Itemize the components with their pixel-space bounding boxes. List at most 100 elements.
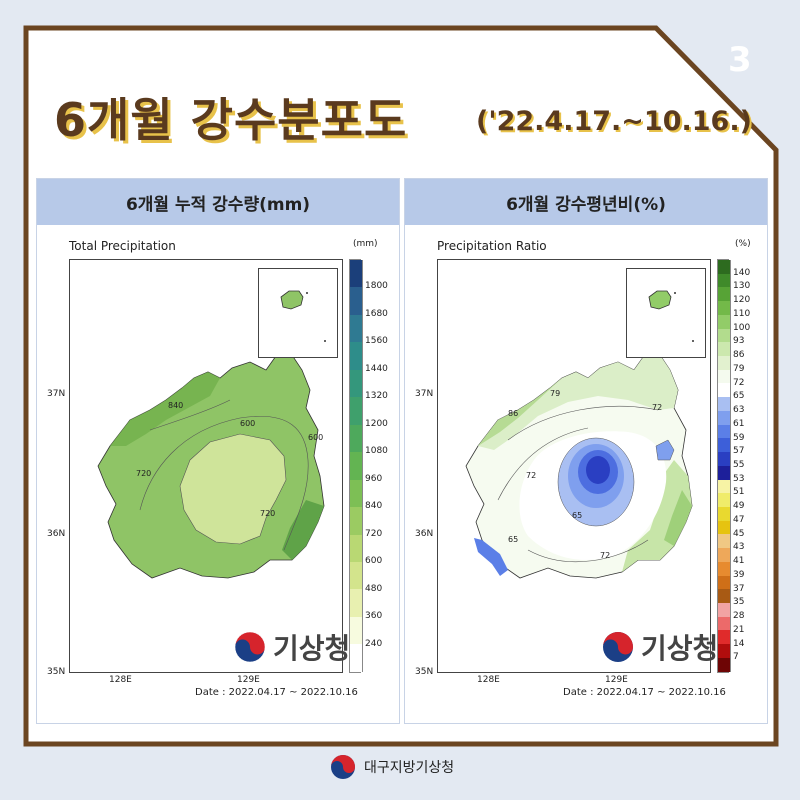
- legend-color-cell: [717, 520, 731, 535]
- contour-label: 72: [526, 471, 536, 480]
- contour-label: 720: [136, 469, 151, 478]
- legend-color-cell: [717, 397, 731, 411]
- legend-label: 720: [365, 528, 383, 539]
- legend-color-cell: [349, 424, 363, 453]
- legend-label: 480: [365, 583, 383, 594]
- legend-unit: (mm): [353, 239, 378, 249]
- legend-label: 93: [733, 336, 745, 347]
- lon-label-128e: 128E: [109, 675, 132, 685]
- legend-label: 1200: [365, 418, 388, 429]
- map-svg: 600 840 600 720 720: [97, 351, 325, 579]
- legend-label: 28: [733, 611, 745, 622]
- contour-label: 79: [550, 389, 560, 398]
- kma-emblem-icon: [234, 631, 266, 663]
- map-svg: 79 86 72 72 65 65 72: [465, 351, 693, 579]
- lat-label-36n: 36N: [47, 529, 66, 539]
- ratio-map: 79 86 72 72 65 65 72: [437, 259, 711, 673]
- legend-color-cell: [717, 383, 731, 398]
- map-title: Precipitation Ratio: [437, 239, 547, 253]
- lat-label-35n: 35N: [47, 667, 66, 677]
- legend-label: 100: [733, 322, 751, 333]
- legend-color-cell: [717, 438, 731, 453]
- page-title: 6개월 강수분포도: [54, 93, 408, 147]
- panel-total-precipitation: 6개월 누적 강수량(mm) Total Precipitation (mm) …: [36, 178, 400, 724]
- ulleungdo-inset: [626, 268, 706, 358]
- legend-label: 59: [733, 432, 745, 443]
- legend-label: 840: [365, 501, 383, 512]
- legend-label: 72: [733, 377, 745, 388]
- contour-600-area: [179, 433, 287, 545]
- footer-org-name: 대구지방기상청: [364, 760, 455, 776]
- page-number: 3: [728, 40, 752, 80]
- panel-precipitation-ratio: 6개월 강수평년비(%) Precipitation Ratio (%) 37N…: [404, 178, 768, 724]
- legend-color-cell: [349, 260, 363, 288]
- date-range: Date : 2022.04.17 ~ 2022.10.16: [195, 687, 358, 698]
- lon-label-128e: 128E: [477, 675, 500, 685]
- lat-label-36n: 36N: [415, 529, 434, 539]
- contour-label: 600: [240, 419, 255, 428]
- legend-color-cell: [349, 589, 363, 617]
- legend-label: 65: [733, 391, 745, 402]
- kma-emblem-icon: [331, 755, 355, 779]
- legend-color-cell: [349, 452, 363, 480]
- legend-label: 1440: [365, 363, 388, 374]
- legend-label: 41: [733, 556, 745, 567]
- legend-color-cell: [717, 424, 731, 439]
- legend-color-cell: [349, 342, 363, 370]
- legend-color-cell: [717, 314, 731, 329]
- legend-label: 53: [733, 473, 745, 484]
- legend-color-cell: [349, 644, 363, 672]
- contour-label: 65: [508, 535, 518, 544]
- legend-unit: (%): [735, 239, 751, 249]
- kma-logo: 기상청: [233, 627, 350, 667]
- ulleungdo-inset: [258, 268, 338, 358]
- legend-label: 360: [365, 611, 383, 622]
- legend-color-cell: [717, 548, 731, 562]
- legend-label: 110: [733, 308, 751, 319]
- legend-label: 43: [733, 542, 745, 553]
- page-subtitle: ('22.4.17.~10.16.): [476, 106, 752, 137]
- kma-logo-text: 기상청: [641, 632, 719, 665]
- map-title: Total Precipitation: [69, 239, 176, 253]
- contour-label: 600: [308, 433, 323, 442]
- lat-label-37n: 37N: [47, 389, 66, 399]
- legend-label: 39: [733, 569, 745, 580]
- legend-color-cell: [717, 561, 731, 576]
- date-range: Date : 2022.04.17 ~ 2022.10.16: [563, 687, 726, 698]
- legend-label: 37: [733, 583, 745, 594]
- legend-label: 21: [733, 624, 745, 635]
- legend-label: 35: [733, 597, 745, 608]
- legend-color-cell: [717, 342, 731, 357]
- legend-label: 120: [733, 295, 751, 306]
- legend-color-cell: [349, 479, 363, 508]
- legend-color-cell: [717, 260, 731, 274]
- contour-label: 65: [572, 511, 582, 520]
- legend-color-cell: [717, 602, 731, 617]
- kma-logo-text: 기상청: [273, 632, 351, 665]
- legend-label: 47: [733, 514, 745, 525]
- legend-color-cell: [717, 356, 731, 370]
- legend-label: 49: [733, 501, 745, 512]
- legend-color-cell: [349, 369, 363, 398]
- legend-color-cell: [717, 616, 731, 631]
- legend-label: 57: [733, 446, 745, 457]
- legend-color-cell: [717, 410, 731, 425]
- legend-label: 140: [733, 267, 751, 278]
- legend-label: 45: [733, 528, 745, 539]
- legend-color-cell: [349, 616, 363, 645]
- legend-color-cell: [717, 479, 731, 494]
- lat-label-37n: 37N: [415, 389, 434, 399]
- legend-label: 86: [733, 350, 745, 361]
- legend-label: 1680: [365, 308, 388, 319]
- legend-color-cell: [717, 575, 731, 590]
- panel-header: 6개월 강수평년비(%): [405, 179, 767, 225]
- lat-label-35n: 35N: [415, 667, 434, 677]
- legend-color-cell: [717, 657, 731, 672]
- legend-label: 1800: [365, 281, 388, 292]
- contour-label: 72: [600, 551, 610, 560]
- legend-color-cell: [717, 644, 731, 658]
- contour-label: 72: [652, 403, 662, 412]
- legend-color-cell: [349, 507, 363, 535]
- legend-label: 7: [733, 652, 739, 663]
- panel-header: 6개월 누적 강수량(mm): [37, 179, 399, 225]
